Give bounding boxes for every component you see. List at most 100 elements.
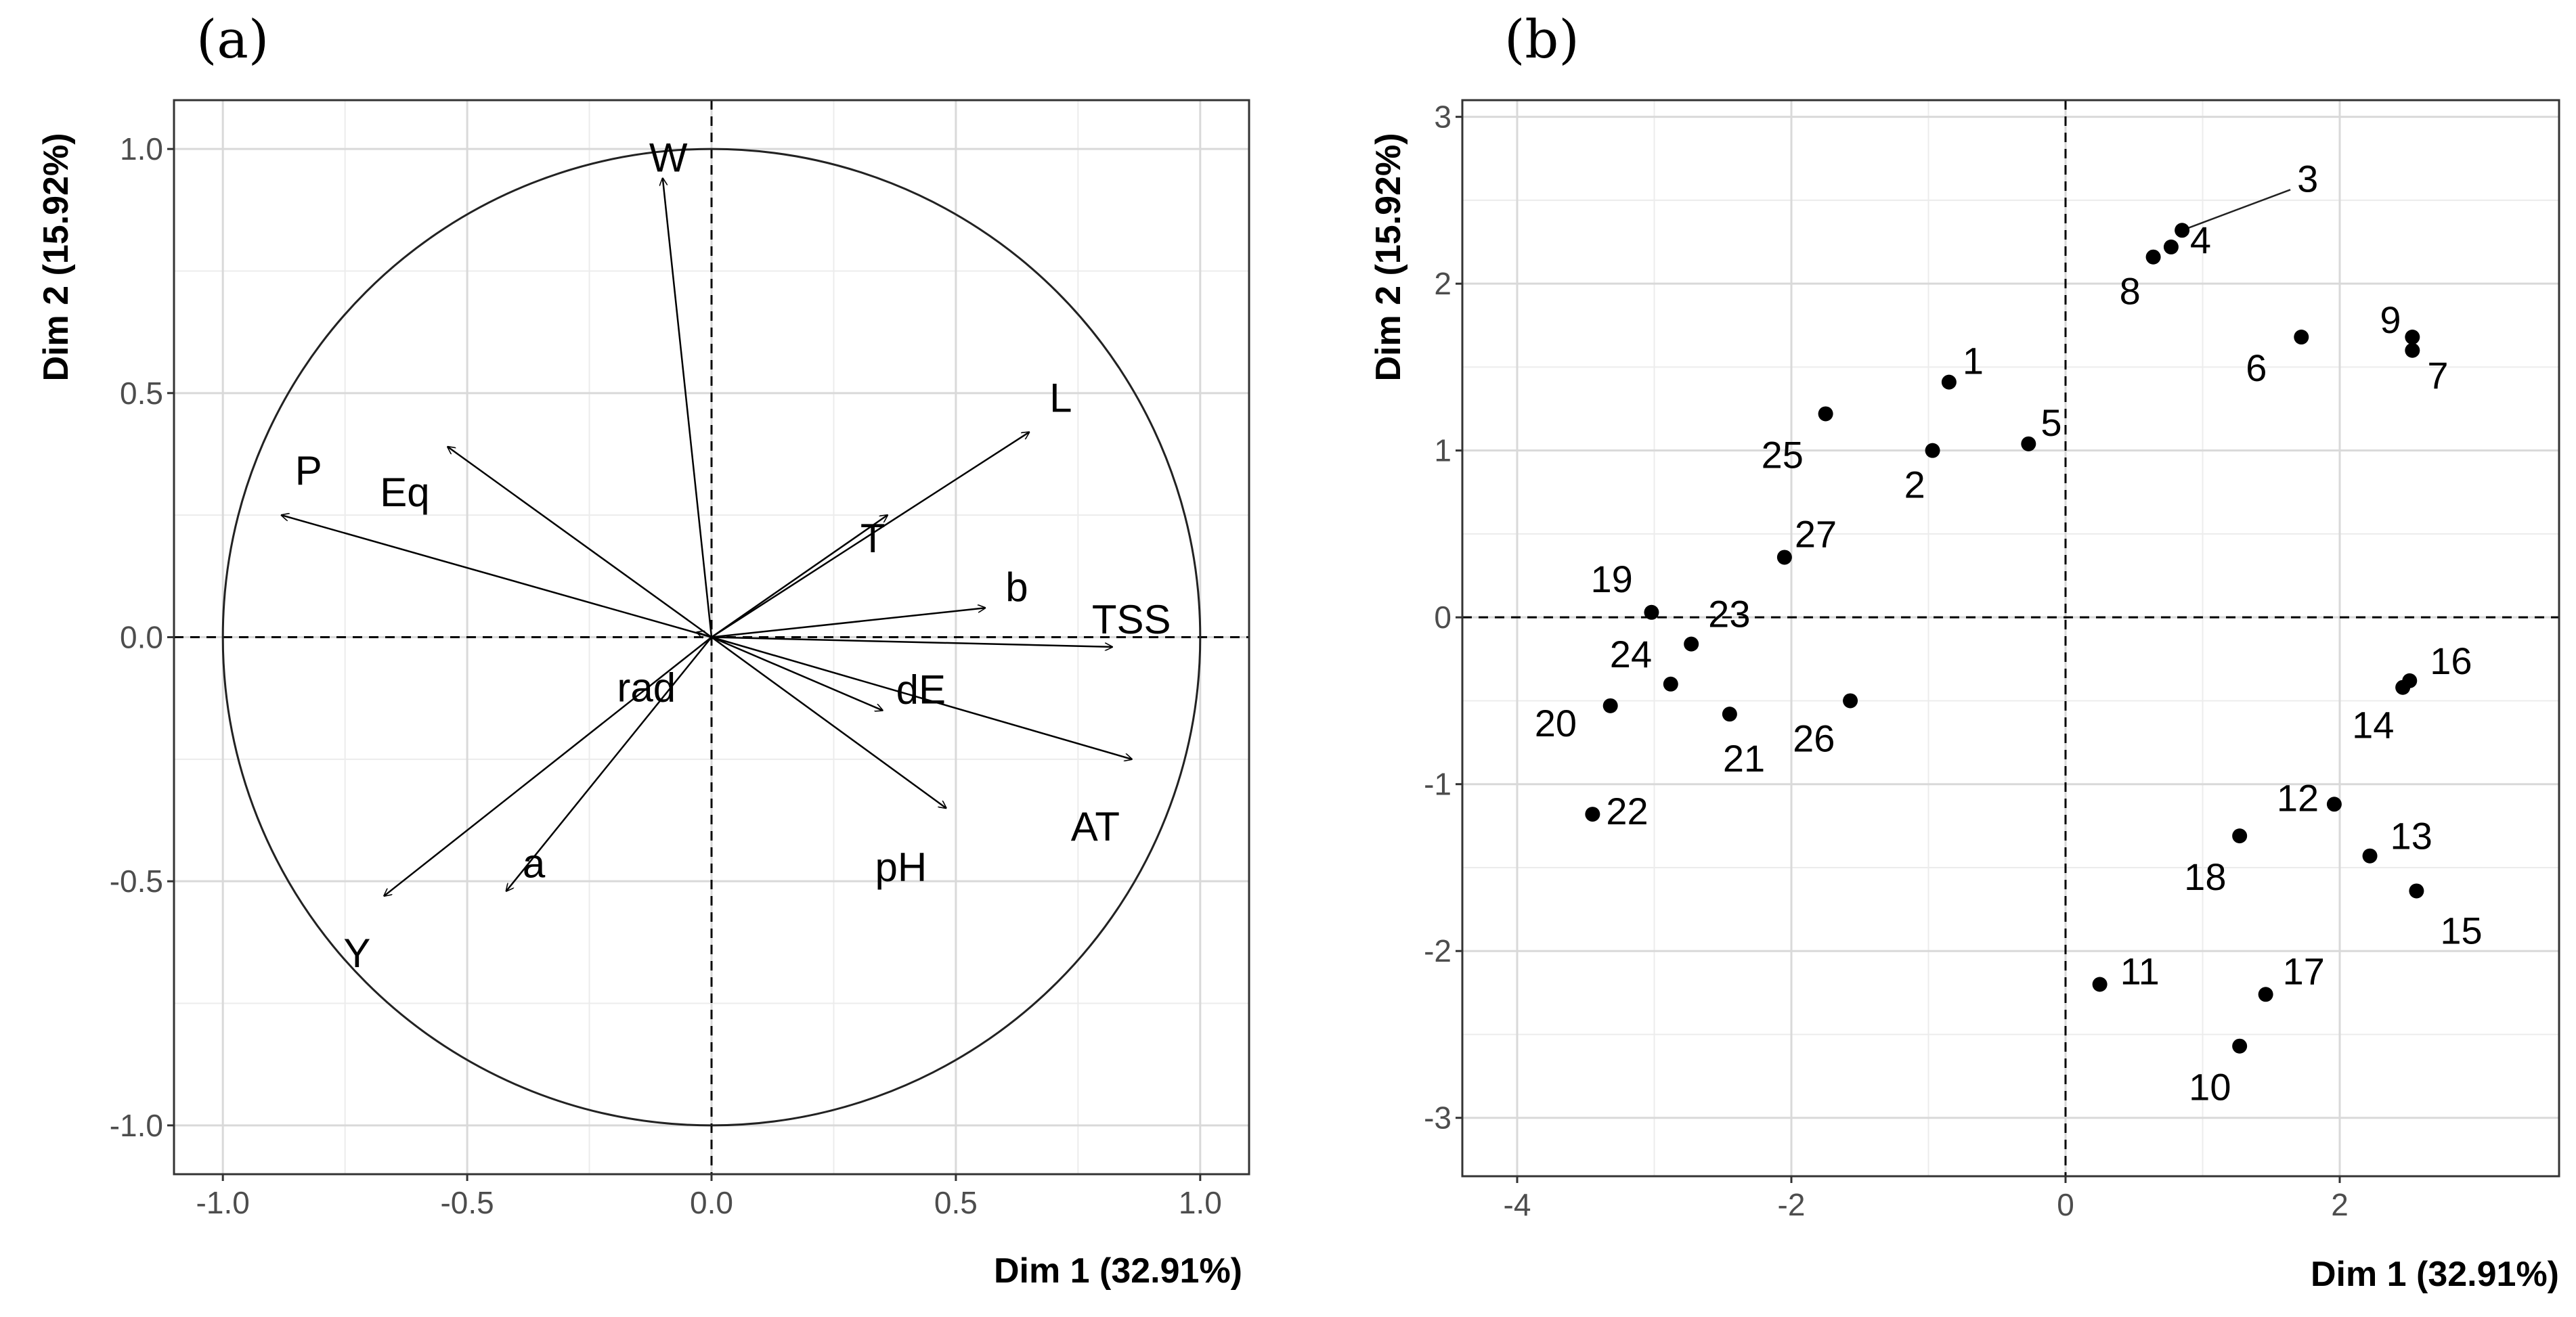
arrow-l	[711, 432, 1029, 638]
point-label-21: 21	[1723, 737, 1765, 780]
arrow-ph	[711, 636, 946, 808]
panel-b-leader-lines	[2181, 189, 2291, 231]
point-label-25: 25	[1762, 433, 1804, 476]
point-label-15: 15	[2440, 909, 2482, 952]
point-label-24: 24	[1610, 633, 1652, 675]
point-18	[2232, 828, 2248, 844]
point-20	[1602, 698, 1618, 713]
point-12	[2326, 797, 2342, 812]
arrow-eq	[447, 447, 712, 638]
point-label-17: 17	[2283, 950, 2325, 992]
panel-a-y-tick-label: 1.0	[120, 131, 163, 166]
point-label-22: 22	[1606, 790, 1648, 832]
panel-a-x-tick-label: 1.0	[1179, 1185, 1222, 1220]
arrow-b	[711, 608, 985, 638]
panel-a-arrows	[282, 178, 1132, 895]
label-ph: pH	[875, 845, 927, 890]
point-8	[2145, 249, 2161, 265]
panel-a-x-tick-label: -0.5	[440, 1185, 494, 1220]
arrow-a	[506, 636, 712, 891]
point-label-11: 11	[2120, 950, 2160, 993]
arrow-de	[711, 636, 883, 711]
point-23	[1684, 636, 1699, 652]
panel-b-points	[1585, 223, 2424, 1054]
point-17	[2258, 987, 2273, 1002]
point-label-4: 4	[2190, 219, 2211, 261]
label-p: P	[295, 448, 322, 493]
panel-b-x-tick-labels: -4 -2 0 2	[1504, 1176, 2349, 1222]
point-9	[2405, 330, 2420, 345]
panel-a-y-tick-label: 0.0	[120, 620, 163, 655]
point-label-10: 10	[2189, 1066, 2231, 1109]
point-11	[2092, 977, 2108, 992]
point-19	[1644, 604, 1659, 620]
point-16	[2402, 673, 2418, 688]
label-at: AT	[1071, 804, 1120, 849]
point-label-2: 2	[1904, 464, 1925, 506]
point-24	[1663, 676, 1678, 692]
panel-a-x-tick-label: 0.0	[690, 1185, 733, 1220]
arrow-w	[663, 178, 713, 638]
panel-b-x-tick-label: 2	[2331, 1187, 2349, 1222]
panel-a-y-tick-label: -0.5	[110, 864, 163, 899]
panel-a-y-axis-title: Dim 2 (15.92%)	[37, 133, 76, 381]
point-label-5: 5	[2040, 401, 2061, 444]
point-26	[1843, 693, 1858, 709]
label-t: T	[860, 516, 886, 561]
label-l: L	[1049, 376, 1072, 421]
point-label-16: 16	[2430, 640, 2472, 682]
point-21	[1722, 707, 1737, 722]
panel-a-y-tick-label: 0.5	[120, 376, 163, 411]
point-label-13: 13	[2391, 815, 2432, 857]
label-b: b	[1005, 564, 1028, 610]
point-label-20: 20	[1535, 702, 1577, 744]
point-label-6: 6	[2246, 347, 2267, 389]
point-3	[2175, 223, 2190, 238]
point-label-7: 7	[2427, 354, 2448, 397]
point-1	[1941, 374, 1957, 390]
point-label-3: 3	[2297, 157, 2318, 200]
point-label-27: 27	[1795, 512, 1837, 555]
panel-b-y-tick-label: -1	[1424, 767, 1451, 802]
point-4	[2163, 239, 2179, 254]
panel-b-plot-area	[1462, 100, 2559, 1176]
point-15	[2409, 883, 2424, 899]
panel-b-y-tick-label: 0	[1434, 600, 1451, 635]
label-tss: TSS	[1092, 597, 1171, 642]
variables-biplot-panel: (a) W L Tb TSS dE AT pH P Eq rad a Y -1.0 -0.5 0.0 0.5…	[37, 9, 1250, 1291]
arrow-t	[711, 515, 888, 638]
panel-b-grid	[1462, 100, 2559, 1176]
point-label-14: 14	[2352, 704, 2394, 746]
panel-a-x-tick-label: 0.5	[934, 1185, 978, 1220]
arrow-tss	[711, 636, 1112, 647]
correlation-circle	[221, 148, 1202, 1127]
panel-a-y-tick-label: -1.0	[110, 1108, 163, 1143]
label-w: W	[649, 135, 688, 180]
point-5	[2021, 436, 2036, 451]
panel-a-variable-labels: W L Tb TSS dE AT pH P Eq rad a Y	[295, 135, 1171, 975]
point-22	[1585, 807, 1600, 822]
arrow-rad	[697, 632, 712, 637]
panel-a-unit-circle	[221, 148, 1202, 1127]
point-label-9: 9	[2380, 298, 2401, 341]
label-rad: rad	[617, 665, 676, 710]
arrow-at	[711, 636, 1132, 759]
leader-line-point-3	[2181, 189, 2291, 231]
panel-b-x-tick-label: 0	[2057, 1187, 2074, 1222]
panel-b-y-axis-title: Dim 2 (15.92%)	[1369, 133, 1408, 381]
point-label-23: 23	[1708, 593, 1750, 635]
panel-b-x-tick-label: -4	[1504, 1187, 1531, 1222]
panel-b-y-tick-label: 3	[1434, 99, 1451, 135]
panel-b-y-tick-label: 1	[1434, 433, 1451, 468]
label-y: Y	[343, 931, 370, 976]
point-label-1: 1	[1963, 340, 1984, 382]
panel-a-y-tick-labels: -1.0 -0.5 0.0 0.5 1.0	[110, 131, 174, 1143]
label-eq: Eq	[380, 470, 429, 515]
panel-a-x-axis-title: Dim 1 (32.91%)	[994, 1251, 1242, 1291]
arrow-p	[282, 515, 712, 638]
point-label-18: 18	[2184, 855, 2226, 898]
point-10	[2232, 1038, 2248, 1054]
